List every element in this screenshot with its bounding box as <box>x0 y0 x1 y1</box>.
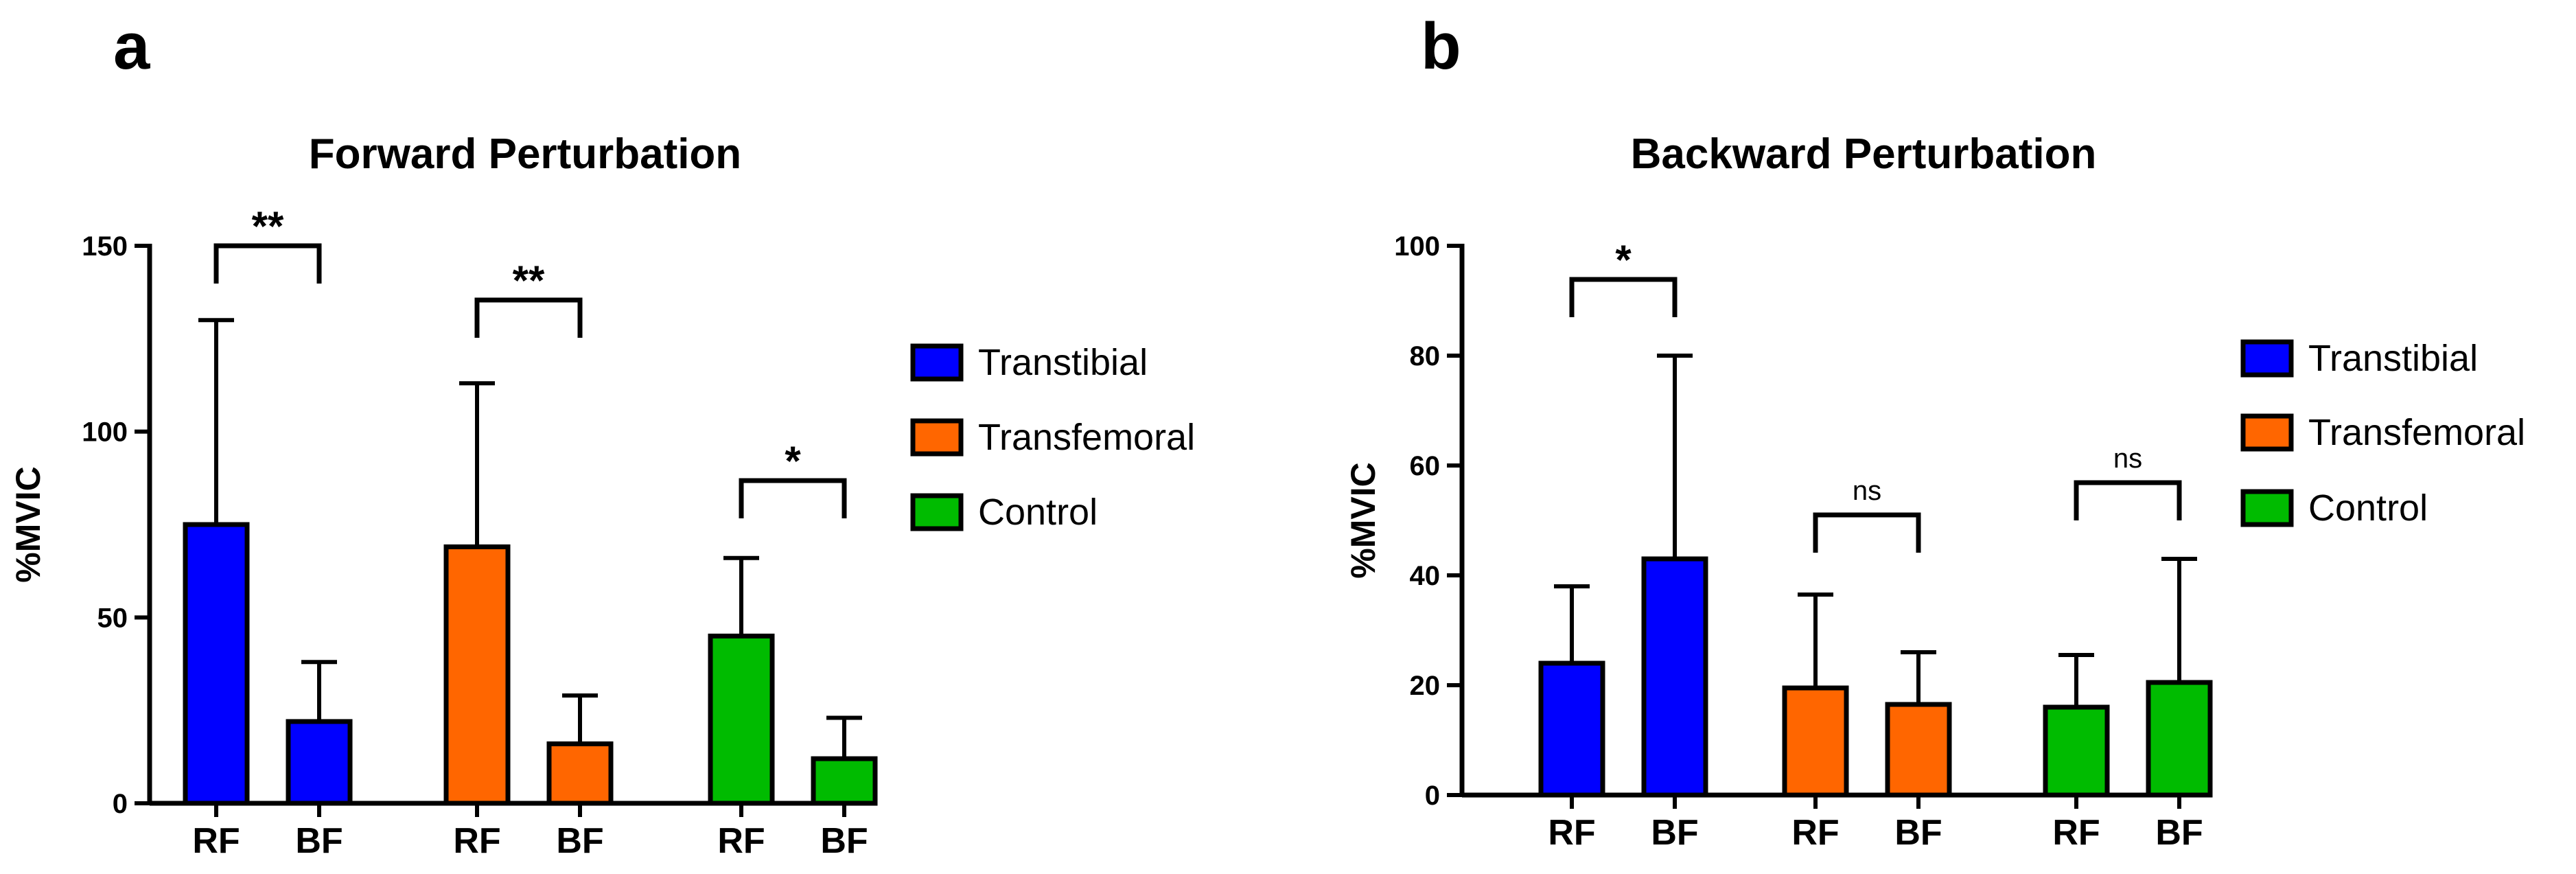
y-tick-label: 100 <box>82 417 128 448</box>
y-tick-label: 20 <box>1410 671 1441 701</box>
y-tick-label: 150 <box>82 231 128 262</box>
panel-label: a <box>113 10 150 83</box>
y-tick-label: 40 <box>1410 561 1441 591</box>
x-tick-label: RF <box>1548 813 1595 853</box>
chart-panel-b: b Backward Perturbation %MVIC 0 20 40 60 80 100 R… <box>1344 10 2525 853</box>
legend-label: Control <box>2308 487 2428 529</box>
x-tick-label: BF <box>1894 813 1942 853</box>
x-tick-label: RF <box>1791 813 1839 853</box>
significance-bracket <box>2074 480 2182 520</box>
y-axis-label: %MVIC <box>9 466 47 582</box>
legend-label: Transtibial <box>978 342 1148 383</box>
bar-transtibial-bf <box>1641 556 1708 798</box>
x-tick-label: RF <box>453 821 500 861</box>
x-tick-label: BF <box>295 821 343 861</box>
x-tick-label: RF <box>2052 813 2100 853</box>
x-tick-label: RF <box>717 821 765 861</box>
legend-label: Transfemoral <box>2308 412 2525 453</box>
bar-transtibial-bf <box>286 719 353 806</box>
significance-bracket <box>213 243 322 284</box>
legend-label: Control <box>978 492 1098 533</box>
y-tick-label: 80 <box>1410 341 1441 371</box>
significance-label: ** <box>252 203 284 249</box>
significance-label: ns <box>1853 476 1881 506</box>
x-tick-label: BF <box>1651 813 1698 853</box>
legend-label: Transfemoral <box>978 417 1195 458</box>
significance-bracket <box>474 297 583 338</box>
significance-label: ns <box>2113 444 2142 474</box>
legend-swatch-control <box>910 493 964 531</box>
y-axis-label: %MVIC <box>1344 462 1382 578</box>
chart-title: Forward Perturbation <box>309 130 741 178</box>
legend-swatch-control <box>2240 489 2294 527</box>
y-tick-label: 60 <box>1410 451 1441 481</box>
bar-transfemoral-bf <box>546 741 614 806</box>
bar-transfemoral-rf <box>1782 685 1849 798</box>
x-tick-label: RF <box>192 821 240 861</box>
y-tick-label: 50 <box>97 603 128 633</box>
significance-bracket <box>1569 277 1678 317</box>
significance-label: * <box>785 438 801 484</box>
bar-control-rf <box>708 633 775 806</box>
legend-swatch-transtibial <box>910 343 964 382</box>
significance-bracket <box>1813 512 1921 553</box>
y-tick-label: 0 <box>1425 781 1440 811</box>
legend-swatch-transtibial <box>2240 339 2294 378</box>
panel-label: b <box>1421 10 1461 83</box>
bar-transtibial-rf <box>1538 660 1605 798</box>
legend-swatch-transfemoral <box>2240 413 2294 452</box>
x-tick-label: BF <box>556 821 603 861</box>
chart-title: Backward Perturbation <box>1631 130 2097 178</box>
bar-transfemoral-rf <box>443 544 511 806</box>
y-tick-label: 100 <box>1394 231 1440 262</box>
bar-control-bf <box>811 756 878 806</box>
significance-label: * <box>1615 237 1632 283</box>
bar-transtibial-rf <box>183 522 250 806</box>
x-tick-label: BF <box>820 821 868 861</box>
significance-label: ** <box>513 257 545 303</box>
y-tick-label: 0 <box>113 789 128 819</box>
bar-control-rf <box>2043 704 2110 798</box>
x-tick-label: BF <box>2155 813 2203 853</box>
bar-transfemoral-bf <box>1885 702 1952 798</box>
legend-label: Transtibial <box>2308 338 2478 379</box>
chart-panel-a: a Forward Perturbation %MVIC 0 50 100 150 RF BF *… <box>9 10 1195 861</box>
legend-swatch-transfemoral <box>910 418 964 457</box>
significance-bracket <box>739 478 847 518</box>
bar-control-bf <box>2146 680 2213 798</box>
